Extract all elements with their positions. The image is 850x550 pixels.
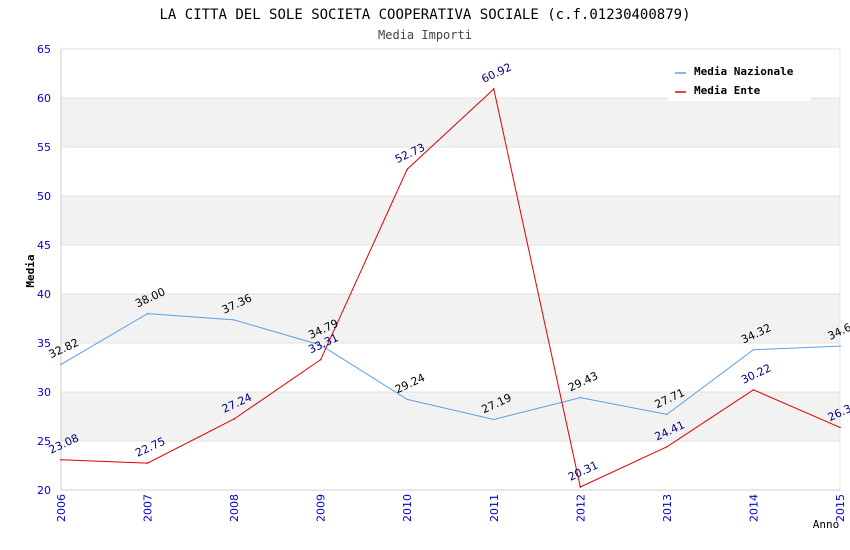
axes: [60, 49, 841, 491]
legend-label-media-nazionale: Media Nazionale: [694, 65, 794, 78]
y-tick-label: 20: [37, 484, 51, 497]
data-point: [752, 389, 755, 391]
x-tick-labels: 2006 2007 2008 2009 2010 2011 2012 2013 2014 2015: [55, 494, 847, 522]
legend: Media Nazionale Media Ente: [668, 60, 810, 101]
data-point: [233, 418, 235, 420]
data-point: [492, 88, 495, 90]
data-point: [233, 319, 235, 321]
legend-box: [668, 60, 810, 101]
data-point: [146, 462, 149, 464]
series-line-media-ente: [60, 88, 841, 488]
data-point: [839, 426, 841, 429]
data-point: [319, 358, 322, 361]
series-lines: [60, 88, 841, 488]
background-band: [61, 392, 840, 441]
legend-label-media-ente: Media Ente: [694, 84, 761, 97]
data-point: [406, 398, 409, 401]
x-tick-label: 2006: [55, 494, 68, 522]
data-point: [406, 168, 409, 171]
data-point: [579, 486, 582, 488]
x-tick-label: 2010: [401, 494, 414, 522]
data-label: 30.22: [739, 361, 773, 386]
y-tick-label: 50: [37, 190, 51, 203]
x-tick-label: 2007: [142, 494, 155, 522]
data-point: [492, 418, 495, 421]
background-band: [61, 294, 840, 343]
data-label: 60.92: [480, 61, 514, 86]
y-tick-label: 40: [37, 288, 51, 301]
data-point: [60, 459, 62, 461]
data-point: [146, 312, 149, 315]
y-tick-label: 30: [37, 386, 51, 399]
x-tick-label: 2015: [834, 494, 847, 522]
data-point: [666, 413, 668, 416]
data-point: [60, 363, 62, 366]
x-axis-label: Anno: [813, 518, 840, 531]
y-axis-label: Media: [24, 254, 37, 287]
y-tick-labels: 20 25 30 35 40 45 50 55 60 65: [37, 43, 51, 497]
data-point: [319, 344, 322, 346]
data-label: 29.43: [566, 369, 600, 394]
chart-subtitle: Media Importi: [378, 28, 472, 42]
y-tick-label: 35: [37, 337, 51, 350]
x-tick-label: 2011: [488, 494, 501, 522]
background-band: [61, 98, 840, 147]
x-tick-label: 2009: [315, 494, 328, 522]
x-tick-label: 2008: [228, 494, 241, 522]
data-point: [579, 396, 582, 399]
y-tick-label: 60: [37, 92, 51, 105]
x-tick-label: 2013: [661, 494, 674, 522]
series-line-media-nazionale: [60, 313, 841, 421]
x-tick-label: 2014: [747, 494, 760, 522]
data-point: [752, 348, 755, 351]
background-bands: [61, 98, 840, 441]
data-point: [839, 345, 841, 347]
chart-title: LA CITTA DEL SOLE SOCIETA COOPERATIVA SO…: [159, 7, 690, 23]
y-tick-label: 45: [37, 239, 51, 252]
y-tick-label: 55: [37, 141, 51, 154]
background-band: [61, 196, 840, 245]
y-tick-label: 25: [37, 435, 51, 448]
x-tick-label: 2012: [574, 494, 587, 522]
y-tick-label: 65: [37, 43, 51, 56]
data-point: [666, 445, 668, 448]
